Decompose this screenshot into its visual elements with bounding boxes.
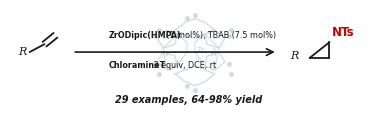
Text: 3 equiv, DCE, rt: 3 equiv, DCE, rt — [151, 61, 216, 70]
Text: Ts: Ts — [341, 26, 354, 39]
Text: N: N — [162, 51, 168, 57]
Text: Zr: Zr — [197, 47, 205, 53]
Text: (1 mol%), TBAB (7.5 mol%): (1 mol%), TBAB (7.5 mol%) — [164, 31, 276, 40]
Text: R: R — [290, 51, 299, 61]
Text: Ts: Ts — [212, 48, 218, 53]
Text: N: N — [210, 51, 216, 57]
Text: ChloramineT: ChloramineT — [108, 61, 166, 70]
Text: 29 examples, 64-98% yield: 29 examples, 64-98% yield — [115, 95, 263, 104]
Text: W: W — [194, 57, 200, 62]
Text: R: R — [19, 47, 27, 57]
Text: N: N — [332, 26, 341, 39]
Text: ZrODipic(HMPA): ZrODipic(HMPA) — [108, 31, 181, 40]
